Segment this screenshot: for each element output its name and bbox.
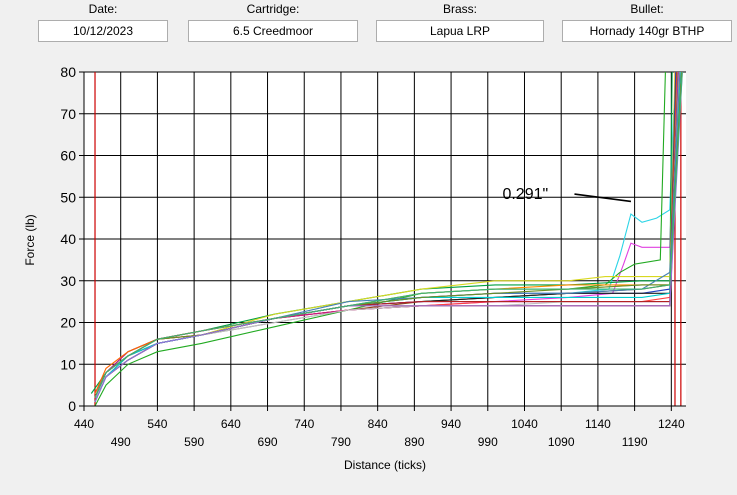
x-tick-label: 540 [147,417,167,431]
y-tick-label: 60 [60,148,76,164]
x-tick-label: 940 [441,417,461,431]
date-field[interactable]: 10/12/2023 [38,20,168,42]
annotation-label: 0.291" [502,186,548,203]
y-tick-label: 50 [60,189,76,205]
y-tick-label: 70 [60,106,76,122]
y-tick-label: 30 [60,273,76,289]
bullet-label: Bullet: [630,2,664,16]
cartridge-label: Cartridge: [246,2,300,16]
x-tick-label: 1190 [622,435,648,449]
y-tick-label: 20 [60,315,76,331]
y-axis-label: Force (lb) [23,214,37,265]
cartridge-field[interactable]: 6.5 Creedmoor [188,20,358,42]
force-distance-chart: 0 10 20 30 40 50 60 70 80 440 490 540 590 640 690 740 79… [0,50,737,490]
x-tick-label: 440 [74,417,94,431]
chart-svg: 0 10 20 30 40 50 60 70 80 440 490 540 590 640 690 740 79… [23,64,686,472]
x-tick-label: 690 [258,435,278,449]
y-tick-label: 40 [60,231,76,247]
x-tick-label: 640 [221,417,241,431]
x-tick-label: 1140 [585,417,611,431]
x-tick-label: 490 [111,435,131,449]
date-label: Date: [88,2,118,16]
annotation-arrow [574,193,632,203]
x-tick-label: 790 [331,435,351,449]
brass-field[interactable]: Lapua LRP [376,20,544,42]
x-tick-label: 840 [368,417,388,431]
x-tick-label: 890 [404,435,424,449]
x-tick-label: 1090 [548,435,575,449]
x-tick-label: 590 [184,435,204,449]
x-tick-label: 990 [478,435,498,449]
x-axis-label: Distance (ticks) [344,458,426,472]
x-tick-label: 1040 [511,417,538,431]
y-tick-label: 80 [60,64,76,80]
series-line-22 [94,71,683,398]
x-tick-label: 1240 [658,417,685,431]
x-tick-label: 740 [294,417,314,431]
bullet-field[interactable]: Hornady 140gr BTHP [562,20,732,42]
y-tick-label: 10 [60,356,76,372]
brass-label: Brass: [442,2,477,16]
y-tick-label: 0 [68,398,76,414]
